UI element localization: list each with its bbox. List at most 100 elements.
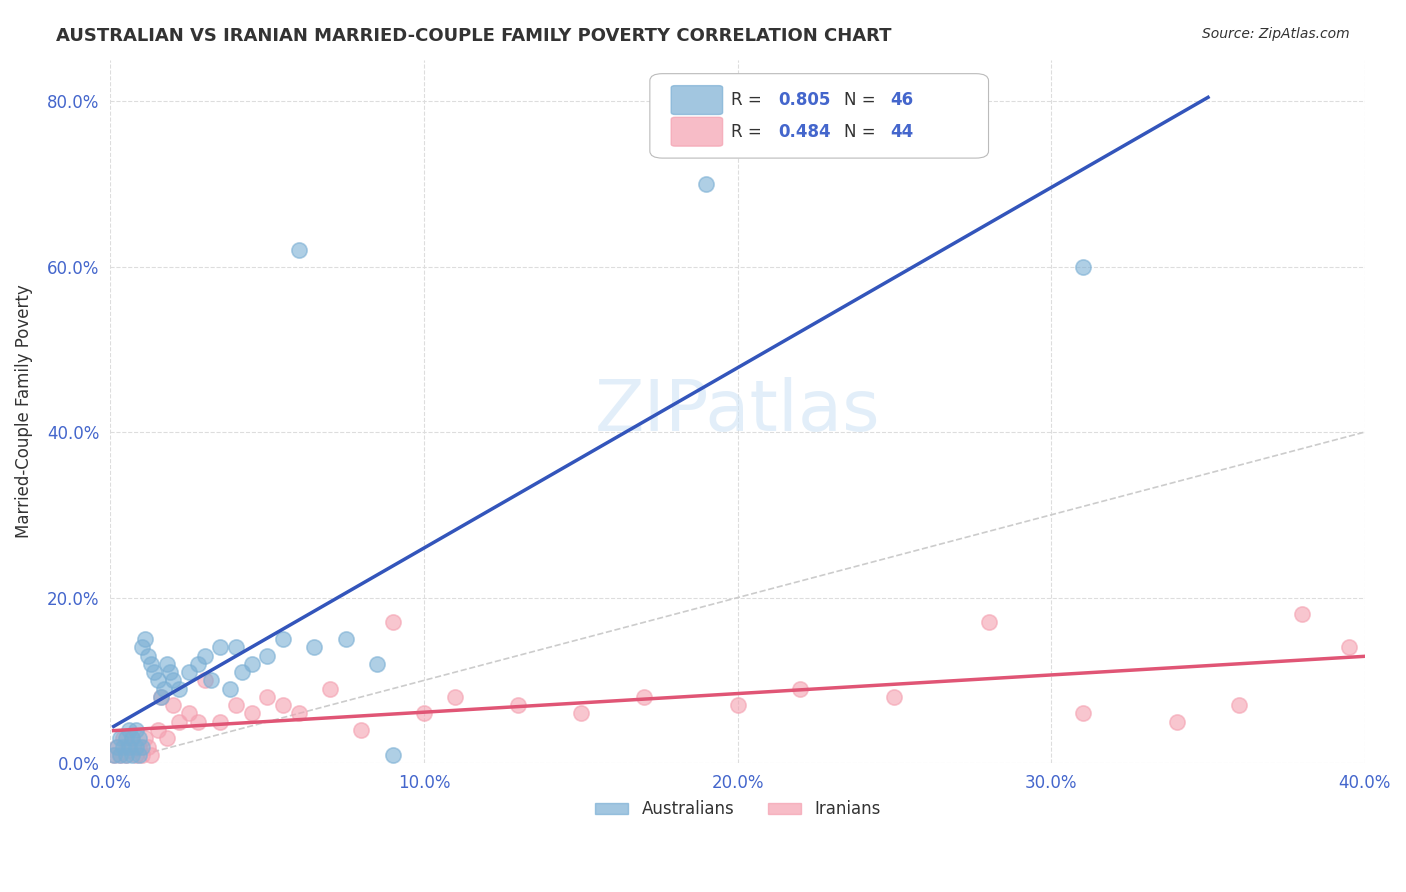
Iranians [194, 673, 217, 688]
Iranians [287, 706, 309, 721]
Iranians [103, 747, 125, 762]
Text: N =: N = [844, 123, 882, 141]
Australians [287, 243, 309, 257]
Text: R =: R = [731, 123, 768, 141]
Australians [194, 648, 217, 663]
Iranians [169, 714, 191, 729]
Australians [225, 640, 247, 655]
Australians [103, 747, 125, 762]
Iranians [1227, 698, 1250, 713]
Australians [121, 747, 143, 762]
Australians [162, 673, 184, 688]
Australians [128, 747, 150, 762]
Iranians [105, 739, 128, 754]
Australians [366, 657, 388, 671]
Text: N =: N = [844, 91, 882, 110]
Text: Source: ZipAtlas.com: Source: ZipAtlas.com [1202, 27, 1350, 41]
Australians [108, 747, 131, 762]
FancyBboxPatch shape [650, 74, 988, 158]
Iranians [319, 681, 342, 696]
Iranians [633, 690, 655, 704]
Australians [128, 731, 150, 746]
Iranians [225, 698, 247, 713]
Australians [149, 690, 172, 704]
Iranians [1071, 706, 1094, 721]
Australians [136, 648, 159, 663]
Australians [153, 681, 176, 696]
Iranians [444, 690, 467, 704]
FancyBboxPatch shape [671, 86, 723, 114]
Iranians [271, 698, 294, 713]
Australians [115, 731, 138, 746]
Iranians [569, 706, 592, 721]
Text: 0.805: 0.805 [778, 91, 830, 110]
Australians [335, 632, 357, 646]
Text: AUSTRALIAN VS IRANIAN MARRIED-COUPLE FAMILY POVERTY CORRELATION CHART: AUSTRALIAN VS IRANIAN MARRIED-COUPLE FAM… [56, 27, 891, 45]
Australians [118, 723, 141, 737]
Iranians [350, 723, 373, 737]
Iranians [108, 747, 131, 762]
Australians [118, 739, 141, 754]
Iranians [136, 739, 159, 754]
Australians [124, 739, 146, 754]
Iranians [124, 747, 146, 762]
Iranians [121, 731, 143, 746]
Iranians [162, 698, 184, 713]
Australians [169, 681, 191, 696]
Australians [218, 681, 240, 696]
Iranians [977, 615, 1000, 630]
Iranians [146, 723, 169, 737]
Australians [695, 177, 717, 191]
Iranians [141, 747, 163, 762]
Iranians [508, 698, 530, 713]
Australians [121, 731, 143, 746]
Australians [134, 632, 156, 646]
Australians [304, 640, 326, 655]
Australians [131, 739, 153, 754]
Iranians [118, 739, 141, 754]
Australians [231, 665, 253, 679]
Iranians [115, 747, 138, 762]
Australians [141, 657, 163, 671]
Australians [131, 640, 153, 655]
Australians [115, 747, 138, 762]
Legend: Australians, Iranians: Australians, Iranians [588, 794, 887, 825]
Iranians [789, 681, 811, 696]
Iranians [131, 747, 153, 762]
Iranians [727, 698, 749, 713]
Iranians [112, 731, 135, 746]
Iranians [177, 706, 200, 721]
Australians [271, 632, 294, 646]
Text: 0.484: 0.484 [778, 123, 831, 141]
Australians [187, 657, 209, 671]
Australians [108, 731, 131, 746]
Australians [256, 648, 278, 663]
Australians [105, 739, 128, 754]
Text: R =: R = [731, 91, 768, 110]
Australians [177, 665, 200, 679]
Australians [146, 673, 169, 688]
Iranians [381, 615, 404, 630]
Iranians [156, 731, 179, 746]
Australians [200, 673, 222, 688]
FancyBboxPatch shape [671, 117, 723, 146]
Iranians [128, 739, 150, 754]
Australians [381, 747, 404, 762]
Iranians [256, 690, 278, 704]
Iranians [240, 706, 263, 721]
Australians [209, 640, 232, 655]
Iranians [134, 731, 156, 746]
Iranians [1166, 714, 1188, 729]
Iranians [209, 714, 232, 729]
Text: 46: 46 [890, 91, 914, 110]
Iranians [413, 706, 436, 721]
Australians [124, 723, 146, 737]
Australians [112, 739, 135, 754]
Iranians [883, 690, 905, 704]
Australians [1071, 260, 1094, 274]
Iranians [149, 690, 172, 704]
Text: ZIPatlas: ZIPatlas [595, 376, 880, 446]
Text: 44: 44 [890, 123, 914, 141]
Australians [159, 665, 181, 679]
Y-axis label: Married-Couple Family Poverty: Married-Couple Family Poverty [15, 285, 32, 538]
